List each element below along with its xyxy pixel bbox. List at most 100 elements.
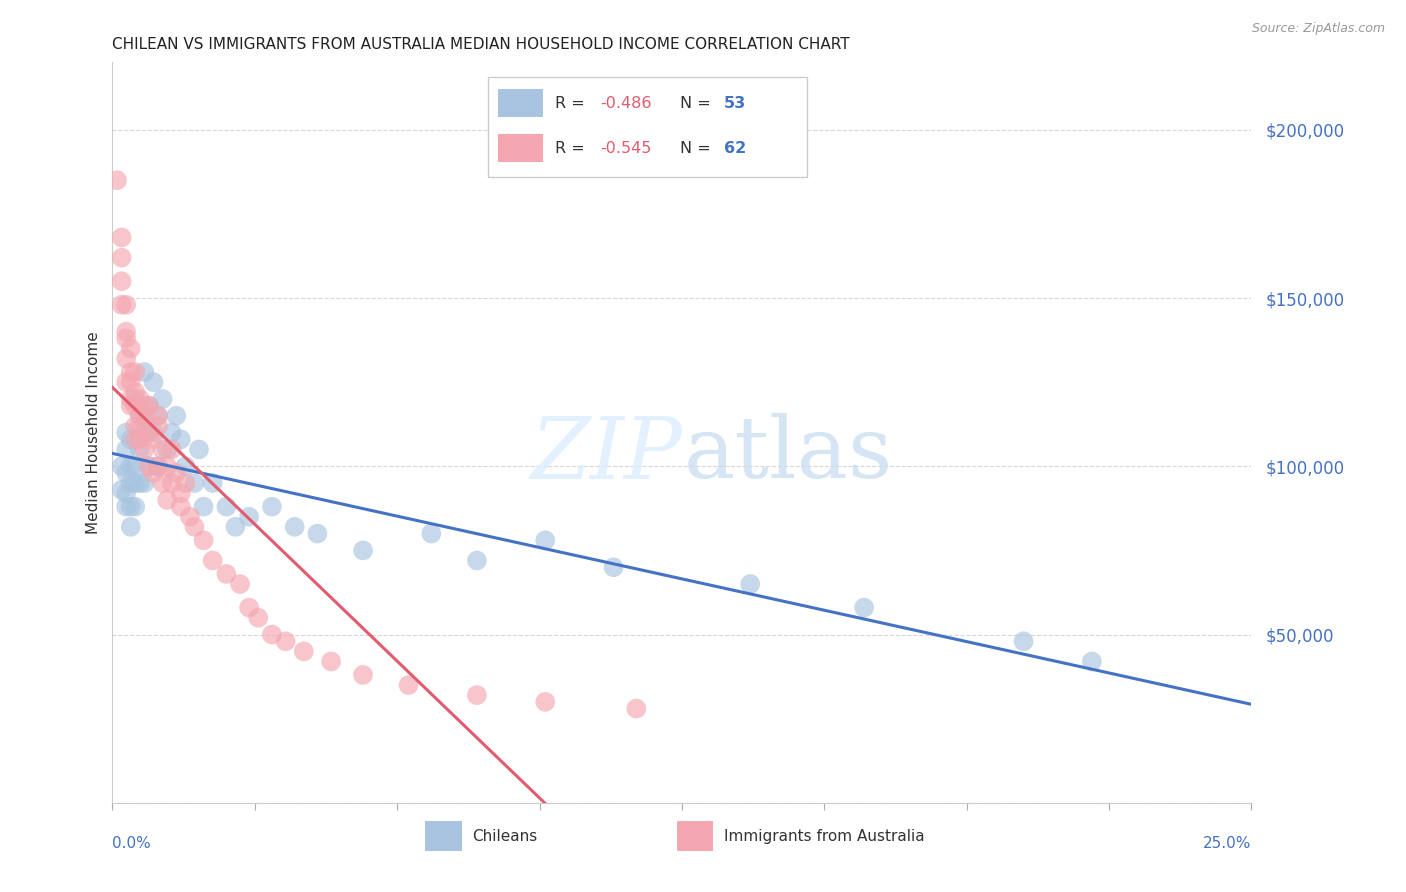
Point	[170, 486, 193, 500]
Point	[120, 342, 142, 356]
Point	[120, 399, 142, 413]
Point	[134, 442, 156, 457]
Point	[398, 678, 420, 692]
Point	[160, 425, 183, 440]
Y-axis label: Median Household Income: Median Household Income	[86, 331, 101, 534]
Point	[170, 433, 193, 447]
Point	[134, 399, 156, 413]
Point	[284, 520, 307, 534]
Point	[146, 459, 169, 474]
Point	[1012, 634, 1035, 648]
Point	[124, 476, 146, 491]
Point	[160, 476, 183, 491]
Point	[115, 351, 138, 366]
Point	[142, 375, 165, 389]
Point	[128, 418, 150, 433]
Point	[170, 500, 193, 514]
Point	[110, 483, 132, 497]
Point	[115, 325, 138, 339]
Point	[352, 543, 374, 558]
Point	[165, 466, 187, 480]
Point	[146, 409, 169, 423]
Point	[465, 688, 488, 702]
Point	[1081, 655, 1104, 669]
Point	[115, 500, 138, 514]
Point	[238, 509, 260, 524]
Point	[110, 251, 132, 265]
Point	[120, 365, 142, 379]
Point	[115, 466, 138, 480]
Point	[110, 459, 132, 474]
Point	[115, 486, 138, 500]
Point	[229, 577, 252, 591]
Point	[115, 425, 138, 440]
Point	[138, 399, 160, 413]
Point	[321, 655, 343, 669]
Point	[128, 409, 150, 423]
Point	[193, 533, 215, 548]
Point	[156, 492, 179, 507]
Point	[142, 433, 165, 447]
Point	[740, 577, 762, 591]
Text: ZIP: ZIP	[530, 414, 682, 496]
Point	[138, 425, 160, 440]
Point	[128, 442, 150, 457]
Point	[120, 459, 142, 474]
Point	[120, 375, 142, 389]
Point	[115, 442, 138, 457]
Point	[174, 459, 197, 474]
Point	[193, 500, 215, 514]
Point	[142, 425, 165, 440]
Point	[215, 500, 238, 514]
Point	[465, 553, 488, 567]
Point	[128, 392, 150, 406]
Point	[138, 459, 160, 474]
Point	[146, 418, 169, 433]
Point	[201, 553, 224, 567]
Point	[420, 526, 443, 541]
Point	[120, 392, 142, 406]
Point	[152, 392, 174, 406]
Point	[115, 331, 138, 345]
Point	[156, 442, 179, 457]
Point	[138, 399, 160, 413]
Point	[626, 701, 648, 715]
Point	[128, 433, 150, 447]
Point	[110, 274, 132, 288]
Point	[174, 476, 197, 491]
Point	[134, 365, 156, 379]
Point	[110, 230, 132, 244]
Point	[602, 560, 624, 574]
Point	[224, 520, 246, 534]
Point	[128, 409, 150, 423]
Point	[146, 409, 169, 423]
Point	[120, 520, 142, 534]
Point	[534, 533, 557, 548]
Point	[534, 695, 557, 709]
Point	[110, 298, 132, 312]
Point	[179, 509, 201, 524]
Point	[260, 500, 283, 514]
Text: atlas: atlas	[685, 413, 893, 497]
Point	[292, 644, 315, 658]
Point	[134, 425, 156, 440]
Point	[120, 500, 142, 514]
Point	[165, 409, 187, 423]
Point	[134, 476, 156, 491]
Point	[146, 459, 169, 474]
Point	[352, 668, 374, 682]
Point	[152, 476, 174, 491]
Point	[115, 298, 138, 312]
Point	[124, 365, 146, 379]
Point	[124, 392, 146, 406]
Point	[238, 600, 260, 615]
Point	[142, 466, 165, 480]
Point	[188, 442, 211, 457]
Point	[124, 459, 146, 474]
Point	[138, 459, 160, 474]
Point	[156, 459, 179, 474]
Point	[853, 600, 876, 615]
Point	[120, 476, 142, 491]
Point	[115, 375, 138, 389]
Point	[134, 409, 156, 423]
